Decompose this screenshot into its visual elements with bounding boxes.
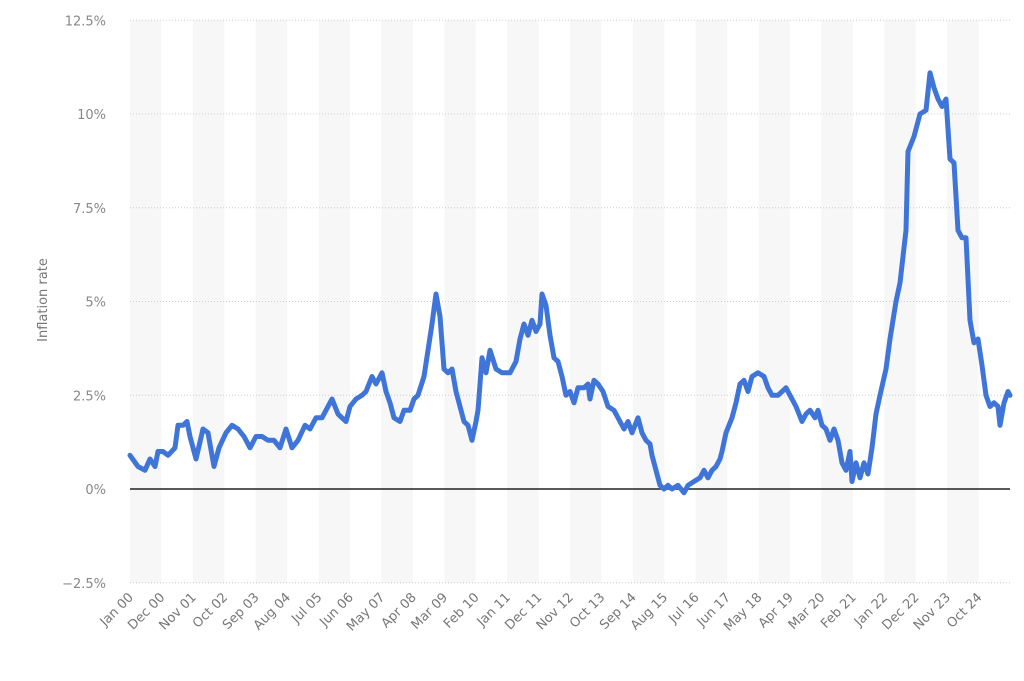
inflation-rate-line[interactable] bbox=[127, 70, 1013, 496]
y-tick-label: 7.5% bbox=[73, 202, 106, 217]
y-axis-title: Inflation rate bbox=[36, 258, 51, 342]
x-tick-label: Oct 24 bbox=[944, 590, 985, 631]
x-tick-label: Feb 21 bbox=[818, 590, 860, 632]
x-tick-label: Feb 10 bbox=[441, 590, 483, 632]
y-tick-label: 5% bbox=[85, 296, 106, 311]
y-tick-label: 0% bbox=[85, 483, 106, 498]
y-tick-label: 12.5% bbox=[65, 14, 106, 29]
y-tick-label: 2.5% bbox=[73, 389, 106, 404]
y-axis-tick-labels: 12.5% 10% 7.5% 5% 2.5% 0% −2.5% bbox=[62, 14, 106, 592]
alternating-column-bands bbox=[130, 20, 979, 583]
y-tick-label: 10% bbox=[77, 108, 106, 123]
y-tick-label: −2.5% bbox=[62, 577, 106, 592]
